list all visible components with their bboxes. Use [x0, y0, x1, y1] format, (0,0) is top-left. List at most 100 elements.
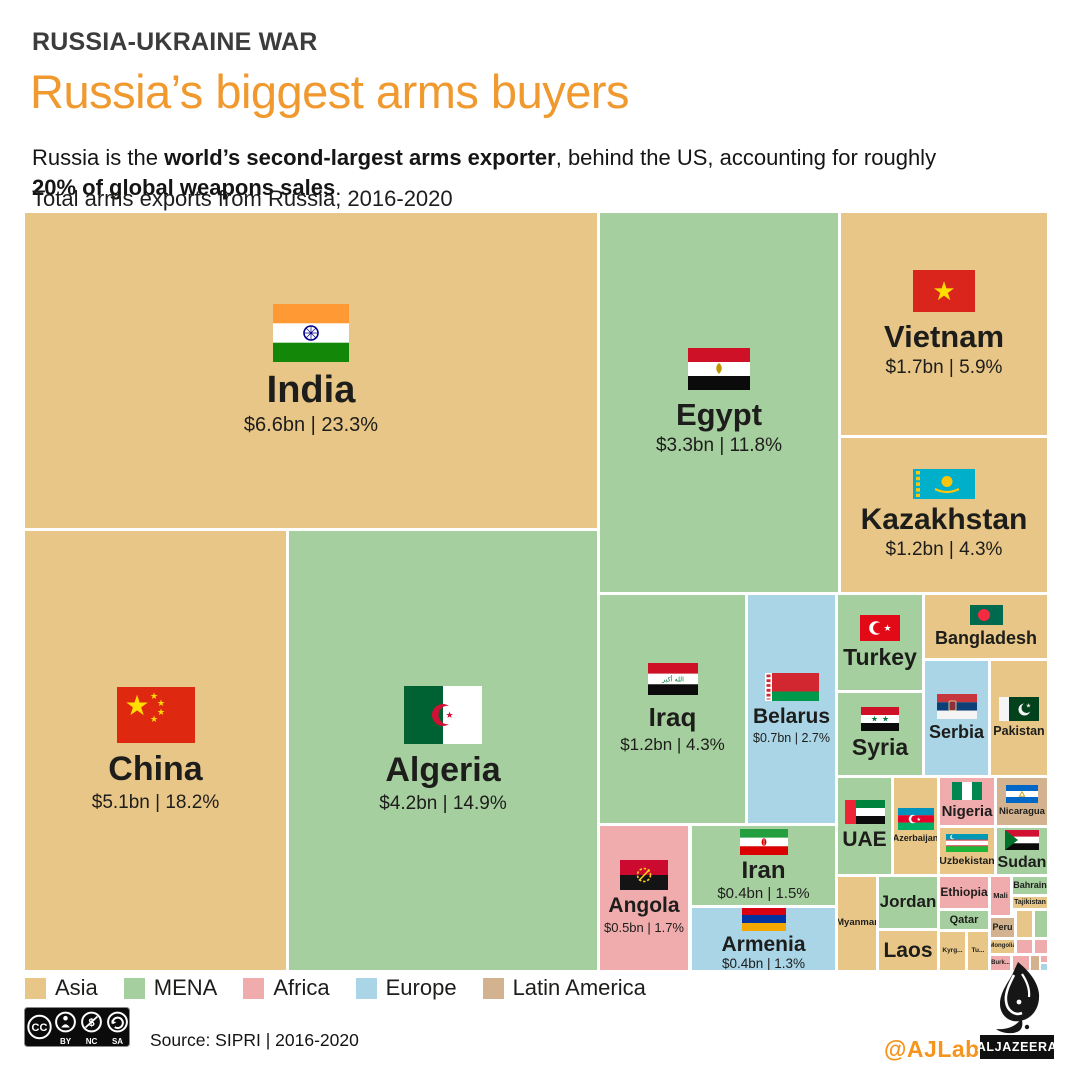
- azerbaijan-flag-icon: ★: [897, 808, 934, 831]
- country-name: Qatar: [949, 913, 979, 926]
- svg-text:★: ★: [932, 277, 955, 307]
- page-title: Russia’s biggest arms buyers: [30, 65, 630, 118]
- treemap-cell-peru: Peru: [991, 918, 1014, 937]
- country-value: $0.4bn | 1.5%: [717, 885, 810, 903]
- country-name: Vietnam: [883, 318, 1005, 354]
- pakistan-flag-icon: ★: [999, 697, 1039, 722]
- aljazeera-wordmark: ALJAZEERA: [976, 1035, 1058, 1059]
- uae-flag-icon: [844, 800, 885, 825]
- country-name: Azerbaijan: [894, 833, 937, 844]
- treemap-cell-unlabeled: [1041, 964, 1047, 970]
- description-bold: world’s second-largest arms exporter: [164, 145, 556, 170]
- country-name: Mongolia: [991, 943, 1014, 950]
- country-name: China: [108, 750, 203, 789]
- legend-label: MENA: [153, 975, 218, 1000]
- svg-text:★: ★: [1026, 703, 1031, 710]
- treemap-cell-jordan: Jordan: [879, 877, 937, 928]
- ajlabs-handle: @AJLabs: [884, 1036, 994, 1062]
- country-name: Laos: [883, 938, 933, 962]
- uzbekistan-flag-icon: [946, 834, 988, 853]
- vietnam-flag-icon: ★: [913, 269, 975, 312]
- country-name: Angola: [608, 894, 680, 918]
- iraq-flag-icon: الله أكبر: [647, 663, 698, 696]
- treemap-cell-kazakhstan: Kazakhstan $1.2bn | 4.3%: [841, 438, 1047, 592]
- sudan-flag-icon: [1005, 830, 1039, 851]
- treemap-cell-unlabeled: [1035, 911, 1047, 937]
- treemap-cell-unlabeled: [1017, 911, 1032, 937]
- treemap-cell-iraq: الله أكبر Iraq $1.2bn | 4.3%: [600, 595, 745, 823]
- aljazeera-wordmark-text: ALJAZEERA: [976, 1040, 1058, 1054]
- treemap-cell-qatar: Qatar: [940, 911, 988, 929]
- description-text: .: [335, 175, 342, 200]
- country-value: $1.7bn | 5.9%: [885, 356, 1003, 378]
- syria-flag-icon: ★ ★: [861, 707, 899, 732]
- country-value: $4.2bn | 14.9%: [379, 792, 507, 814]
- treemap-cell-myanmar: Myanmar: [838, 877, 876, 970]
- country-name: Armenia: [721, 932, 806, 956]
- treemap-cell-unlabeled: [1031, 956, 1039, 970]
- country-name: Nicaragua: [999, 806, 1045, 818]
- mena-swatch-icon: [123, 977, 145, 999]
- treemap-cell-iran: Iran $0.4bn | 1.5%: [692, 826, 835, 905]
- country-name: Iran: [741, 856, 786, 884]
- treemap-cell-burkina-faso: Burk...: [991, 956, 1010, 970]
- treemap-cell-turkey: ★ Turkey: [838, 595, 922, 690]
- india-flag-icon: [273, 303, 349, 362]
- svg-text:NC: NC: [86, 1037, 98, 1046]
- aljazeera-logo-icon: [996, 962, 1040, 1034]
- country-name: Tu...: [971, 947, 985, 955]
- legend-label: Asia: [55, 975, 98, 1000]
- country-name: Turkey: [843, 643, 917, 670]
- legend-label: Europe: [385, 975, 457, 1000]
- latin-america-swatch-icon: [482, 977, 504, 999]
- country-name: Ethiopia: [940, 884, 988, 899]
- treemap-cell-unlabeled: [1017, 940, 1032, 953]
- country-name: Pakistan: [993, 724, 1045, 739]
- europe-swatch-icon: [355, 977, 377, 999]
- svg-text:★: ★: [916, 817, 921, 823]
- svg-text:الله أكبر: الله أكبر: [661, 675, 684, 684]
- treemap-cell-pakistan: ★ Pakistan: [991, 661, 1047, 775]
- country-name: Bahrain: [1013, 879, 1047, 890]
- svg-text:★: ★: [156, 708, 164, 718]
- country-name: Algeria: [385, 751, 501, 790]
- treemap-cell-armenia: Armenia $0.4bn | 1.3%: [692, 908, 835, 970]
- treemap-cell-tajikistan: Tajikistan: [1013, 897, 1047, 908]
- treemap-cell-unlabeled: [1041, 956, 1047, 962]
- legend-item-latin-america: Latin America: [482, 975, 646, 1001]
- treemap-cell-ethiopia: Ethiopia: [940, 877, 988, 908]
- treemap-cell-nicaragua: Nicaragua: [997, 778, 1047, 825]
- country-name: Serbia: [928, 721, 985, 742]
- chart-subtitle: Total arms exports from Russia, 2016-202…: [32, 186, 453, 211]
- china-flag-icon: ★ ★ ★ ★ ★: [116, 687, 195, 744]
- treemap-cell-azerbaijan: ★ Azerbaijan: [894, 778, 937, 874]
- country-name: Nigeria: [941, 803, 993, 821]
- treemap-cell-nigeria: Nigeria: [940, 778, 994, 825]
- description-text: Russia is the: [32, 145, 165, 170]
- svg-text:★: ★: [149, 715, 157, 725]
- country-value: $3.3bn | 11.8%: [655, 435, 783, 457]
- svg-text:★: ★: [882, 715, 889, 724]
- treemap-cell-turkmenistan: Tu...: [968, 932, 988, 970]
- creative-commons-license-icon: CC BY $ NC SA: [24, 1007, 130, 1047]
- description-text: , behind the US, accounting for roughly: [555, 145, 937, 170]
- legend-item-mena: MENA: [123, 975, 218, 1001]
- treemap-cell-algeria: ★ Algeria $4.2bn | 14.9%: [289, 531, 597, 970]
- armenia-flag-icon: [741, 908, 786, 931]
- algeria-flag-icon: ★: [404, 686, 482, 745]
- country-name: India: [266, 368, 356, 411]
- treemap-cell-egypt: Egypt $3.3bn | 11.8%: [600, 213, 838, 592]
- africa-swatch-icon: [243, 977, 265, 999]
- country-name: Kyrg...: [942, 947, 963, 955]
- egypt-flag-icon: [688, 348, 750, 391]
- serbia-flag-icon: [936, 693, 977, 719]
- country-value: $0.4bn | 1.3%: [721, 955, 806, 970]
- country-value: $5.1bn | 18.2%: [91, 791, 220, 813]
- legend: Asia MENA Africa Europe Latin America: [25, 975, 672, 1001]
- asia-swatch-icon: [25, 977, 46, 999]
- angola-flag-icon: [620, 860, 668, 891]
- country-value: $0.7bn | 2.7%: [753, 730, 830, 745]
- legend-label: Latin America: [512, 975, 646, 1000]
- country-name: Burk...: [991, 959, 1010, 966]
- treemap-cell-syria: ★ ★ Syria: [838, 693, 922, 775]
